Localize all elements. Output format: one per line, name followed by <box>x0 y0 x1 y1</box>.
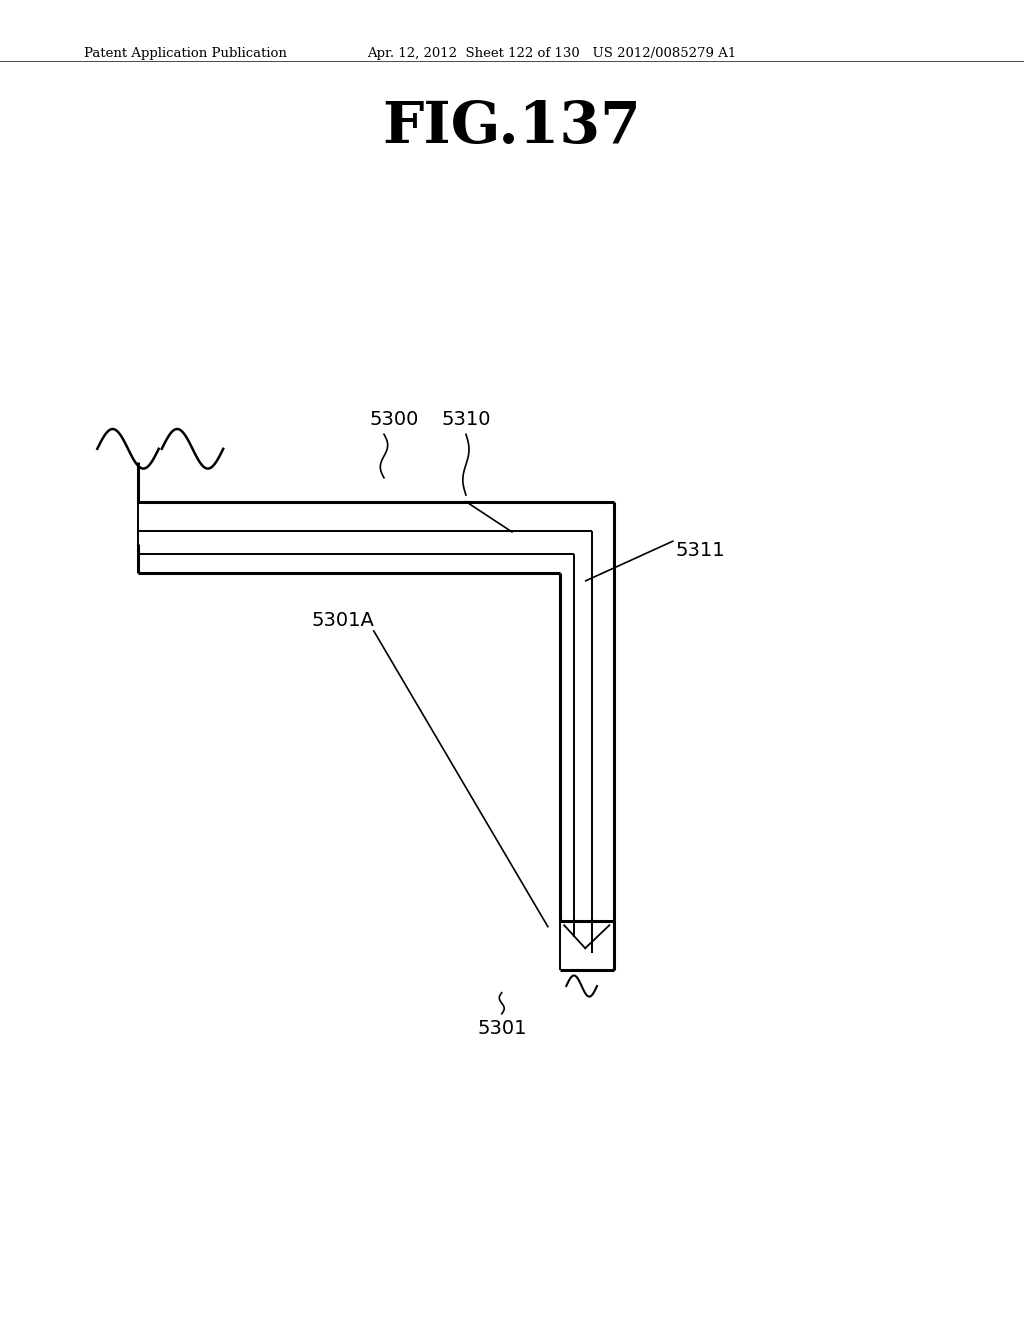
Text: Apr. 12, 2012  Sheet 122 of 130   US 2012/0085279 A1: Apr. 12, 2012 Sheet 122 of 130 US 2012/0… <box>367 46 736 59</box>
Text: FIG.137: FIG.137 <box>383 99 641 154</box>
Text: 5311: 5311 <box>676 541 725 560</box>
Text: 5301: 5301 <box>477 1019 526 1038</box>
Text: 5301A: 5301A <box>311 611 375 630</box>
Text: Patent Application Publication: Patent Application Publication <box>84 46 287 59</box>
Text: 5300: 5300 <box>370 411 419 429</box>
Text: 5310: 5310 <box>441 411 490 429</box>
